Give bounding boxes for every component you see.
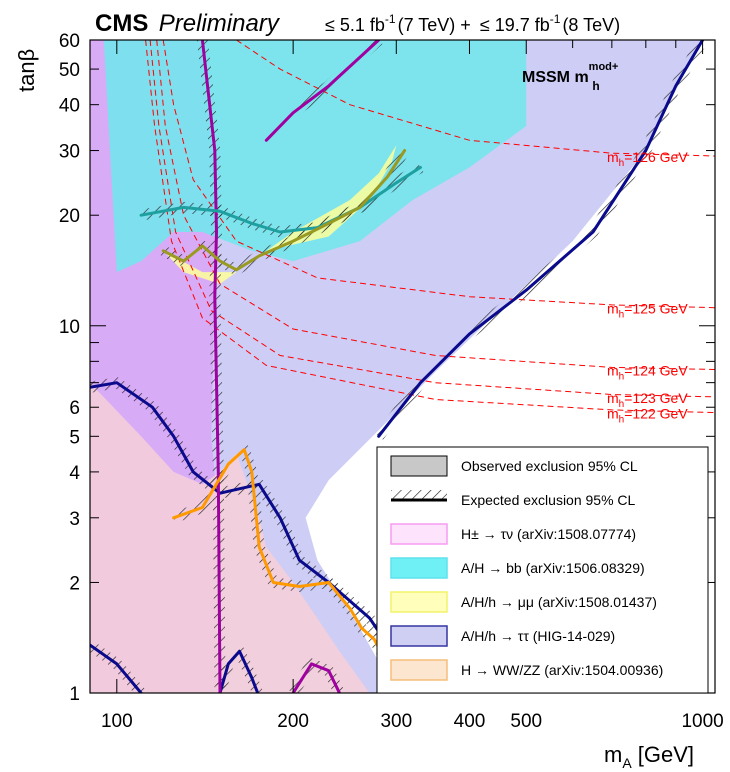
- x-tick-label: 200: [277, 711, 309, 732]
- legend-label: A/H/h → μμ (arXiv:1508.01437): [461, 594, 657, 610]
- y-tick-label: 20: [59, 206, 80, 227]
- legend-label: H → WW/ZZ (arXiv:1504.00936): [461, 662, 663, 678]
- curve-hplus-expected-upper: [264, 40, 381, 142]
- title-lumi-8: ≤ 19.7 fb: [480, 15, 550, 35]
- mh-label-0: mh=126 GeV: [607, 149, 688, 169]
- x-tick-label: 1000: [681, 711, 723, 732]
- legend-swatch: [390, 625, 448, 647]
- y-tick-label: 6: [69, 398, 80, 419]
- y-tick-label: 5: [69, 427, 80, 448]
- title-lumi-7-sup: -1: [385, 12, 396, 26]
- x-axis-label-rest: [GeV]: [632, 742, 694, 767]
- legend-entry-5: A/H/h → ττ (HIG-14-029): [390, 625, 615, 647]
- legend-entry-6: H → WW/ZZ (arXiv:1504.00936): [390, 659, 663, 681]
- curve-tautau-expected: [90, 381, 415, 693]
- legend-swatch: [390, 659, 448, 681]
- legend-label: A/H → bb (arXiv:1506.08329): [461, 560, 645, 576]
- curve-hplus-expected: [200, 40, 222, 693]
- curve-tautau-expected-upper: [377, 40, 705, 438]
- legend-entry-0: Observed exclusion 95% CL: [390, 455, 638, 477]
- legend-entry-3: A/H → bb (arXiv:1506.08329): [390, 557, 645, 579]
- legend-hatch: [391, 490, 447, 500]
- curve-tautau-expected-low: [90, 643, 143, 693]
- legend: Observed exclusion 95% CL Expected exclus…: [376, 446, 709, 694]
- mh-contour-3: [149, 40, 715, 398]
- x-tick-label: 500: [510, 711, 542, 732]
- legend-entry-1: Expected exclusion 95% CL: [391, 490, 636, 508]
- scenario-sup: mod+: [589, 61, 619, 73]
- legend-swatch: [390, 557, 448, 579]
- mh-contour-0: [236, 40, 715, 157]
- curve-hww-expected: [172, 448, 383, 653]
- title-energy-7: (7 TeV) +: [398, 15, 471, 35]
- y-tick-label: 40: [59, 96, 80, 117]
- x-axis-label-main: m: [604, 742, 622, 767]
- y-tick-label: 60: [59, 31, 80, 52]
- y-tick-label: 1: [69, 684, 80, 705]
- legend-entry-4: A/H/h → μμ (arXiv:1508.01437): [390, 591, 657, 613]
- legend-label: A/H/h → ττ (HIG-14-029): [461, 628, 615, 644]
- legend-label: Observed exclusion 95% CL: [461, 458, 638, 474]
- y-tick-label: 50: [59, 60, 80, 81]
- title-energy-8: (8 TeV): [562, 15, 620, 35]
- mh-contours: [145, 40, 715, 414]
- legend-entry-2: H± → τν (arXiv:1508.07774): [390, 523, 636, 545]
- title-lumi-8-sup: -1: [550, 12, 561, 26]
- mh-label-3: mh=123 GeV: [607, 390, 688, 410]
- scenario-label: MSSM mmod+ h: [522, 61, 618, 93]
- title-status: Preliminary: [159, 10, 281, 37]
- legend-swatch: [390, 455, 448, 477]
- legend-swatch: [390, 591, 448, 613]
- curve-tautau-expected-low2: [218, 649, 260, 693]
- legend-label: Expected exclusion 95% CL: [461, 492, 636, 508]
- mh-contour-2: [156, 40, 715, 370]
- y-tick-label: 10: [59, 317, 80, 338]
- title-experiment: CMS: [95, 10, 148, 37]
- mh-contour-4: [145, 40, 715, 414]
- title-luminosity: ≤ 5.1 fb-1 (7 TeV) + ≤ 19.7 fb-1 (8 TeV): [325, 12, 620, 35]
- x-axis-label: mA [GeV]: [604, 742, 694, 771]
- expected-curves: [90, 40, 705, 693]
- plot-area: [90, 40, 715, 693]
- region-hww-observed: [90, 382, 370, 693]
- title-lumi-7: ≤ 5.1 fb: [325, 15, 385, 35]
- axis-ticks: 100 200 300 400 500 1000 1 2 3 4 5 6 10 20 30 40 50 60: [59, 31, 724, 732]
- y-tick-label: 4: [69, 463, 80, 484]
- legend-swatch: [390, 523, 448, 545]
- curve-mumu-expected: [161, 149, 407, 272]
- y-axis-label: tanβ: [14, 49, 39, 92]
- scenario-sub: h: [592, 79, 599, 93]
- y-tick-label: 2: [69, 574, 80, 595]
- mh-label-4: mh=122 GeV: [607, 406, 688, 426]
- mh-label-1: mh=125 GeV: [607, 301, 688, 321]
- y-tick-label: 30: [59, 142, 80, 163]
- mh-labels: mh=126 GeV mh=125 GeV mh=124 GeV mh=123 GeV…: [607, 149, 688, 426]
- curve-hplus-expected-low: [291, 662, 341, 693]
- curve-bb-expected: [139, 165, 422, 234]
- legend-label: H± → τν (arXiv:1508.07774): [461, 526, 636, 542]
- chart-title: CMS Preliminary: [95, 10, 281, 37]
- mh-contour-1: [162, 40, 715, 309]
- x-tick-label: 300: [380, 711, 412, 732]
- x-tick-label: 400: [454, 711, 486, 732]
- y-tick-label: 3: [69, 509, 80, 530]
- x-axis-label-sub: A: [622, 755, 632, 771]
- legend-items: Observed exclusion 95% CL Expected exclus…: [390, 455, 663, 681]
- scenario-main: MSSM m: [522, 69, 589, 86]
- mh-label-2: mh=124 GeV: [607, 363, 688, 383]
- x-tick-label: 100: [101, 711, 133, 732]
